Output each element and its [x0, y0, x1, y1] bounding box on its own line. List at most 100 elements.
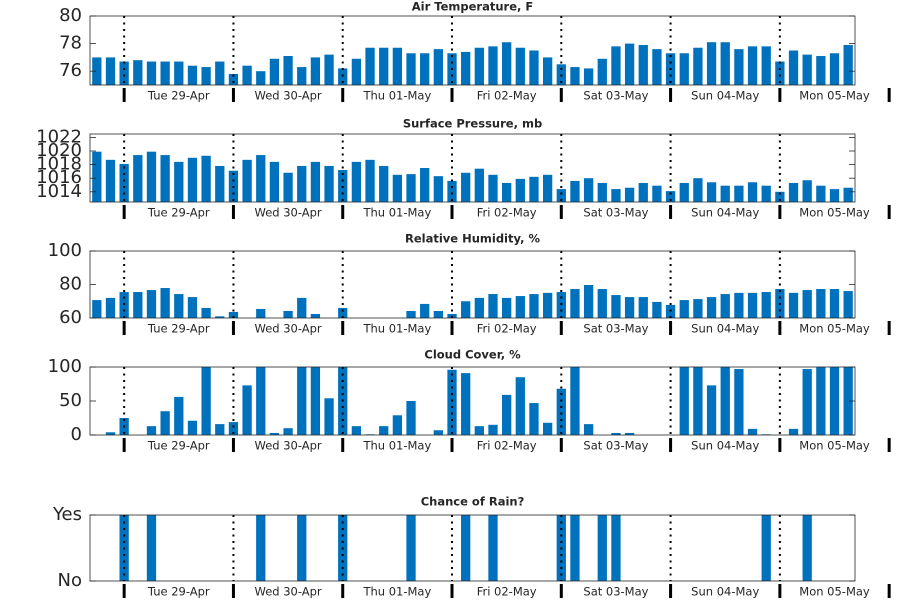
bar [788, 292, 799, 318]
bar [502, 182, 512, 202]
bar [269, 432, 280, 435]
bar [242, 159, 252, 202]
day-label: Sun 04-May [691, 585, 759, 599]
bar [488, 424, 498, 435]
bar [583, 424, 594, 435]
day-label: Thu 01-May [362, 585, 431, 599]
bar [105, 57, 116, 85]
panel-title: Air Temperature, F [412, 0, 533, 14]
bar [187, 65, 198, 85]
bar [624, 43, 635, 85]
bar [256, 308, 266, 318]
bar [788, 182, 799, 202]
plot-frame [89, 15, 856, 86]
y-tick-label: 1014 [36, 181, 82, 202]
bar [788, 428, 799, 435]
bar [816, 367, 826, 435]
bar [256, 155, 266, 202]
y-tick-label: 80 [59, 5, 82, 26]
bar [679, 182, 689, 202]
bar [734, 185, 744, 202]
bar [351, 58, 362, 85]
day-label: Sat 03-May [583, 439, 648, 453]
bar [187, 297, 198, 318]
bar [611, 515, 621, 581]
bar [297, 297, 307, 318]
bar [160, 288, 170, 318]
bar [297, 165, 307, 202]
day-label: Mon 05-May [799, 322, 870, 336]
bar [624, 432, 635, 435]
bar [406, 401, 416, 435]
bar [556, 292, 566, 318]
bar [461, 301, 471, 318]
bar [310, 367, 321, 435]
bar [461, 515, 471, 581]
bar [761, 46, 771, 85]
day-label: Wed 30-Apr [255, 89, 322, 103]
bar [542, 174, 553, 202]
bar [406, 53, 416, 85]
bar [119, 61, 129, 85]
y-tick-label: 60 [59, 307, 82, 328]
day-label: Sat 03-May [583, 206, 648, 220]
day-label: Sat 03-May [583, 89, 648, 103]
bar [133, 292, 143, 318]
y-tick-label: 0 [71, 424, 82, 445]
day-label: Sun 04-May [691, 322, 759, 336]
bar [652, 301, 662, 318]
bar [502, 394, 512, 435]
bar [802, 515, 812, 581]
bar [611, 189, 621, 202]
bar [420, 303, 430, 318]
bar [474, 47, 484, 85]
bar [447, 180, 457, 202]
y-tick-label: 100 [48, 240, 82, 261]
bar [529, 403, 539, 435]
bar [228, 73, 239, 85]
bar [324, 398, 334, 435]
bar [734, 369, 744, 435]
bar [679, 300, 689, 318]
bar [310, 161, 321, 202]
bar [706, 297, 717, 318]
bar [638, 182, 648, 202]
bar [228, 422, 239, 435]
day-label: Tue 29-Apr [147, 439, 210, 453]
bar [515, 178, 525, 202]
bar [502, 297, 512, 318]
bar [597, 515, 607, 581]
bar [283, 172, 293, 202]
bar [570, 289, 580, 318]
bar [775, 191, 785, 202]
bar [133, 60, 143, 85]
bar [283, 428, 293, 435]
bar [201, 67, 211, 85]
bar [351, 161, 362, 202]
bar [624, 187, 635, 202]
bar [720, 42, 730, 85]
bar [146, 151, 157, 202]
bar [611, 295, 621, 318]
y-tick-label: 76 [59, 60, 82, 81]
bar [461, 373, 471, 435]
day-label: Mon 05-May [799, 439, 870, 453]
bar [105, 159, 116, 202]
bar [693, 367, 703, 435]
bar [269, 161, 280, 202]
bar [829, 289, 840, 318]
bar [256, 71, 266, 85]
bar [160, 155, 170, 202]
day-label: Sat 03-May [583, 585, 648, 599]
panel-title: Chance of Rain? [421, 495, 525, 509]
bar [406, 515, 416, 581]
bar [843, 44, 853, 85]
bar [242, 385, 252, 435]
bar [256, 367, 266, 435]
bar [433, 176, 443, 202]
day-label: Mon 05-May [799, 206, 870, 220]
y-tick-label: 1022 [36, 126, 82, 147]
bar [283, 310, 293, 318]
bar [474, 168, 484, 202]
bar [570, 367, 580, 435]
